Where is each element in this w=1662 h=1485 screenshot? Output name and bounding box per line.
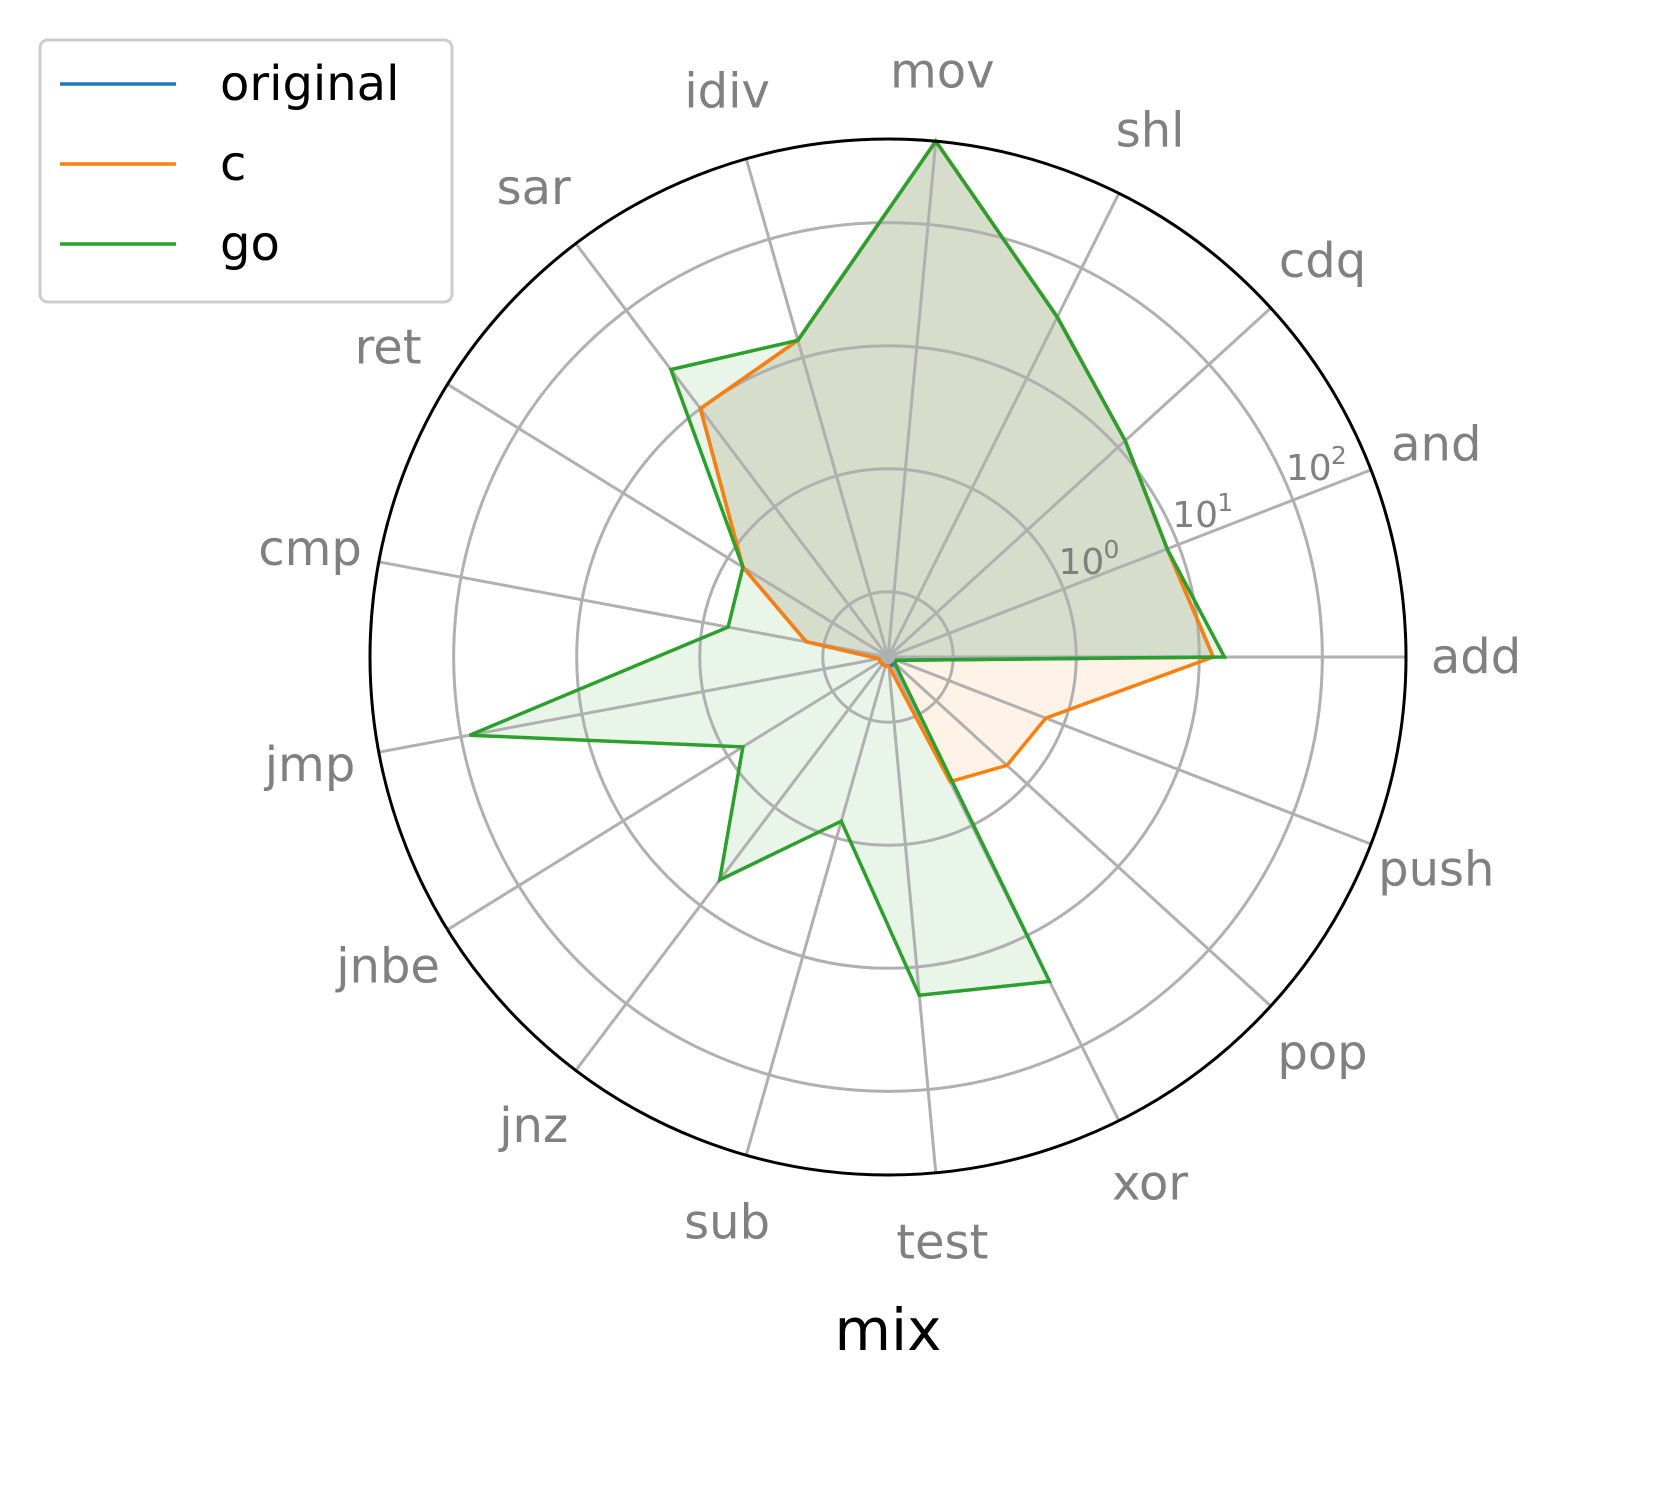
category-label-sar: sar — [497, 160, 571, 216]
spoke-shl — [886, 192, 1121, 658]
tick-exponent: 1 — [1217, 488, 1233, 517]
spoke-jnbe — [446, 655, 889, 931]
radial-tick-2: 10 2 — [1286, 441, 1347, 489]
tick-base: 10 — [1286, 448, 1332, 489]
category-label-pop: pop — [1277, 1025, 1367, 1081]
spoke-cmp — [378, 560, 889, 659]
category-label-and: and — [1391, 417, 1481, 473]
legend-frame — [38, 38, 454, 304]
tick-base: 10 — [1059, 542, 1105, 583]
category-label-jnz: jnz — [498, 1098, 568, 1154]
legend-label-original: original — [220, 56, 399, 112]
tick-exponent: 2 — [1331, 441, 1347, 470]
spoke-ret — [446, 383, 889, 659]
spoke-push — [887, 655, 1372, 846]
spoke-test — [886, 656, 938, 1173]
spoke-mov — [886, 141, 938, 658]
category-labels: add and cdq shl mov idiv sar ret cmp jmp jnbe jnz su… — [258, 44, 1521, 1271]
spoke-pop — [886, 655, 1272, 1008]
spoke-sub — [744, 656, 890, 1156]
spoke-jmp — [378, 655, 889, 754]
category-label-mov: mov — [890, 44, 995, 100]
category-label-xor: xor — [1112, 1155, 1188, 1211]
category-label-cmp: cmp — [258, 521, 362, 577]
chart-title: mix — [835, 1296, 942, 1364]
category-label-shl: shl — [1116, 103, 1185, 159]
series-line-go — [468, 138, 1228, 998]
category-label-ret: ret — [355, 320, 422, 376]
tick-exponent: 0 — [1104, 535, 1120, 564]
series-fill-go — [469, 141, 1225, 996]
legend-label-c: c — [220, 136, 246, 192]
spoke-cdq — [886, 306, 1272, 659]
tick-base: 10 — [1172, 495, 1218, 536]
category-label-idiv: idiv — [684, 63, 770, 119]
category-label-jmp: jmp — [264, 737, 356, 793]
legend: original c go — [38, 38, 454, 304]
radial-tick-1: 10 1 — [1172, 488, 1233, 536]
series-lines — [468, 138, 1228, 998]
legend-label-go: go — [220, 216, 280, 272]
spoke-sar — [574, 242, 890, 658]
category-label-cdq: cdq — [1279, 233, 1366, 289]
category-label-push: push — [1378, 841, 1494, 897]
category-label-test: test — [896, 1215, 988, 1271]
spoke-and — [887, 468, 1372, 659]
spoke-jnz — [574, 656, 890, 1072]
category-label-jnbe: jnbe — [335, 939, 440, 995]
outer-frame — [368, 137, 1408, 1177]
series-fill-original — [700, 141, 1214, 667]
category-label-sub: sub — [684, 1195, 770, 1251]
radial-tick-0: 10 0 — [1059, 535, 1120, 583]
category-label-add: add — [1431, 629, 1521, 685]
spoke-idiv — [744, 158, 890, 658]
